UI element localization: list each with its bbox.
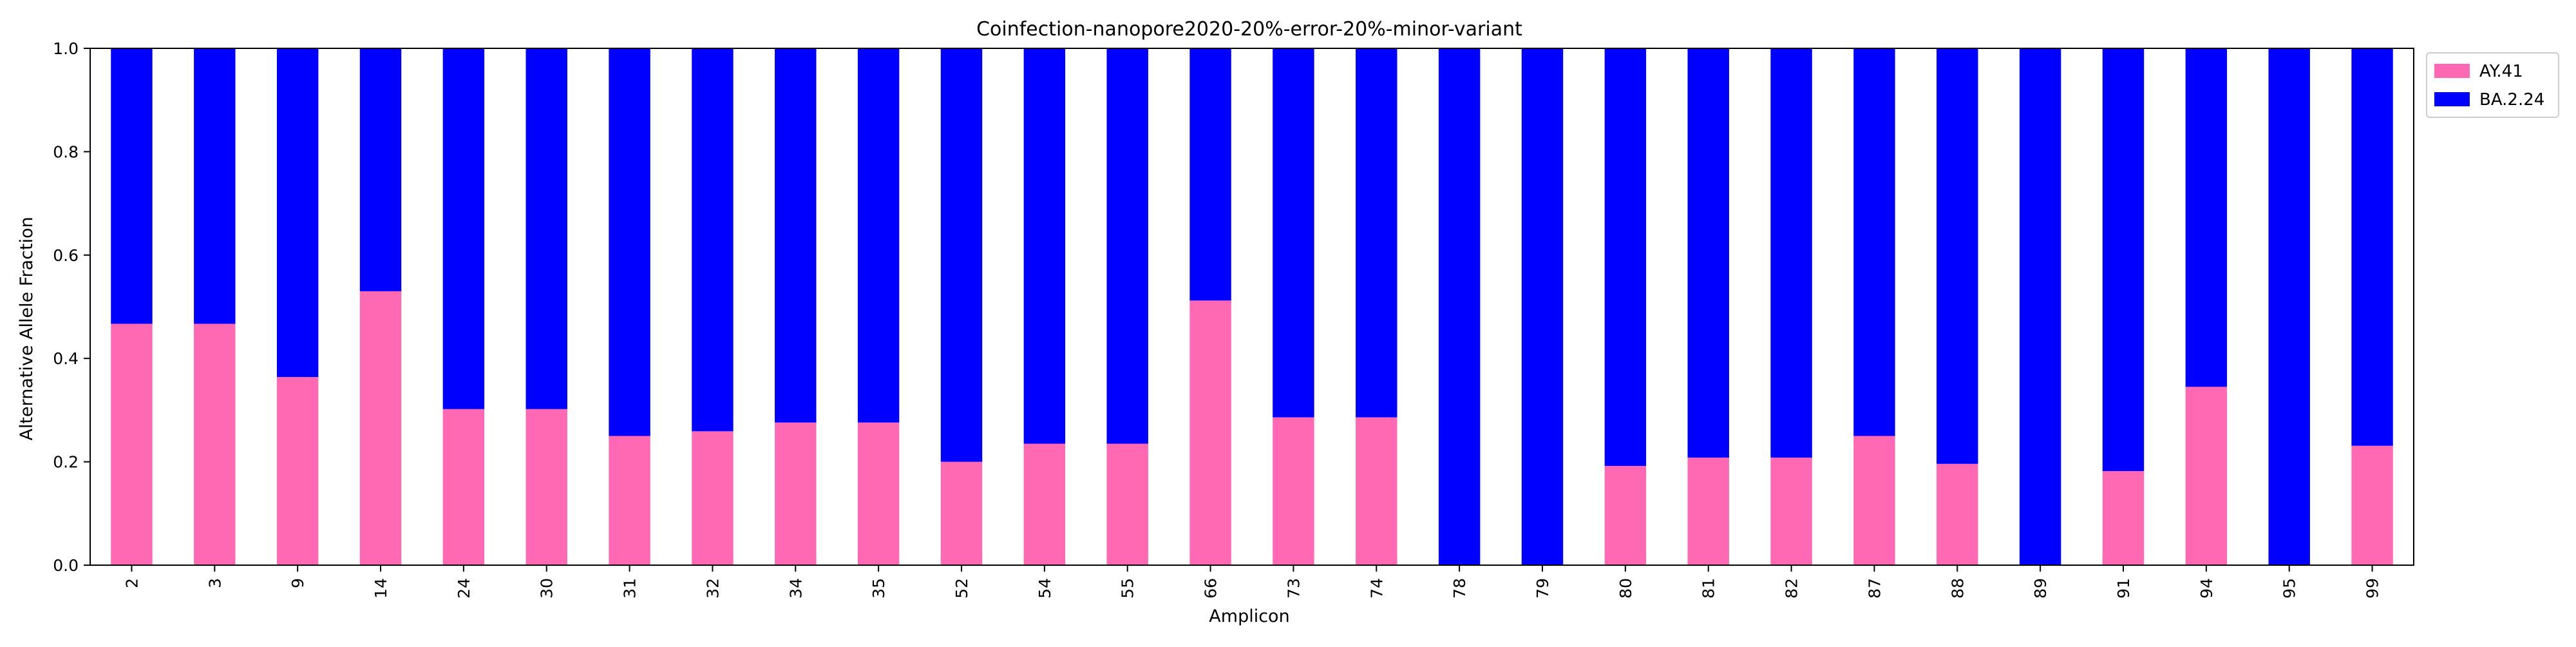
legend: AY.41 BA.2.24	[2426, 52, 2559, 118]
plot-frame	[90, 48, 2414, 566]
x-tick-label-32: 32	[703, 578, 722, 599]
bar-ba224-3	[194, 48, 236, 324]
x-tick-label-9: 9	[289, 578, 307, 588]
x-tick-label-95: 95	[2280, 578, 2299, 599]
bar-ay41-35	[857, 422, 900, 565]
bar-ay41-52	[940, 461, 983, 565]
legend-swatch-ba224	[2434, 92, 2470, 106]
x-tick-label-91: 91	[2114, 578, 2133, 599]
bar-ay41-9	[276, 377, 319, 565]
x-tick-label-66: 66	[1202, 578, 1220, 599]
bar-ba224-82	[1770, 48, 1812, 458]
bar-ba224-66	[1189, 48, 1231, 301]
bar-ba224-81	[1687, 48, 1729, 458]
x-tick-label-73: 73	[1284, 578, 1303, 599]
x-tick-label-80: 80	[1616, 578, 1635, 599]
y-tick-label-2: 0.4	[53, 349, 79, 368]
bar-ay41-34	[775, 422, 817, 565]
x-tick-label-55: 55	[1119, 578, 1137, 599]
bar-ba224-2	[111, 48, 153, 324]
x-tick-label-81: 81	[1700, 578, 1718, 599]
bar-ay41-80	[1604, 466, 1647, 565]
bar-ba224-78	[1438, 48, 1481, 565]
bar-ba224-34	[775, 48, 817, 423]
y-tick-label-1: 0.2	[53, 453, 79, 472]
x-tick-label-34: 34	[786, 578, 805, 599]
x-tick-label-31: 31	[621, 578, 639, 599]
y-tick-label-4: 0.8	[53, 142, 79, 161]
bar-ba224-35	[857, 48, 900, 423]
x-tick-label-94: 94	[2197, 578, 2216, 599]
bar-ay41-24	[442, 409, 485, 565]
bar-ay41-73	[1273, 417, 1314, 565]
axes-layer: 0.0 0.2 0.4 0.6 0.8 1.0 2 3 9 14 24 30 31 32 34 35 52 54 5…	[53, 39, 2414, 599]
bar-ba224-74	[1356, 48, 1397, 418]
y-tick-label-3: 0.6	[53, 246, 79, 265]
bar-ba224-55	[1106, 48, 1148, 444]
bar-ba224-87	[1853, 48, 1895, 436]
bar-ay41-94	[2185, 387, 2228, 565]
x-tick-label-14: 14	[372, 578, 390, 599]
bar-ba224-89	[2019, 48, 2061, 565]
x-tick-label-78: 78	[1450, 578, 1469, 599]
bar-ay41-99	[2351, 445, 2393, 565]
bar-ba224-9	[276, 48, 319, 378]
bar-ay41-31	[609, 436, 650, 565]
x-tick-label-54: 54	[1036, 578, 1054, 599]
bar-ay41-54	[1023, 443, 1066, 565]
bar-ba224-31	[609, 48, 650, 436]
x-tick-label-74: 74	[1367, 578, 1386, 599]
x-tick-label-30: 30	[538, 578, 556, 599]
bar-ay41-55	[1106, 443, 1148, 565]
bar-ay41-30	[526, 409, 567, 565]
y-axis-label: Alternative Allele Fraction	[17, 217, 37, 440]
bar-ba224-80	[1604, 48, 1647, 467]
bars-layer	[111, 48, 2393, 565]
bar-ba224-14	[359, 48, 402, 291]
bar-ba224-54	[1023, 48, 1066, 444]
bar-ba224-95	[2268, 48, 2310, 565]
bar-ay41-74	[1356, 417, 1397, 565]
x-tick-label-35: 35	[869, 578, 888, 599]
x-tick-label-88: 88	[1948, 578, 1967, 599]
x-axis-label: Amplicon	[1209, 606, 1289, 626]
x-tick-label-24: 24	[455, 578, 473, 599]
legend-label-ba224: BA.2.24	[2479, 90, 2544, 110]
bar-ay41-87	[1853, 436, 1895, 565]
bar-ay41-3	[194, 324, 236, 565]
chart-title: Coinfection-nanopore2020-20%-error-20%-m…	[976, 18, 1522, 41]
x-tick-label-87: 87	[1865, 578, 1884, 599]
x-tick-label-3: 3	[205, 578, 224, 588]
bar-ba224-91	[2102, 48, 2145, 472]
bar-ay41-32	[692, 431, 734, 565]
bar-ba224-73	[1273, 48, 1314, 418]
x-tick-label-89: 89	[2031, 578, 2050, 599]
bar-ba224-79	[1521, 48, 1564, 565]
bar-ay41-82	[1770, 458, 1812, 565]
bar-ba224-52	[940, 48, 983, 462]
x-tick-label-52: 52	[952, 578, 971, 599]
bar-ay41-2	[111, 324, 153, 565]
bar-ba224-30	[526, 48, 567, 409]
bar-ba224-24	[442, 48, 485, 409]
bar-ba224-94	[2185, 48, 2228, 387]
bar-ay41-66	[1189, 300, 1231, 565]
bar-ba224-88	[1937, 48, 1978, 464]
x-tick-label-82: 82	[1783, 578, 1801, 599]
x-tick-label-99: 99	[2363, 578, 2382, 599]
legend-swatch-ay41	[2434, 64, 2470, 78]
bar-ba224-32	[692, 48, 734, 432]
bar-ay41-88	[1937, 463, 1978, 565]
bar-ay41-91	[2102, 471, 2145, 565]
bar-ay41-81	[1687, 458, 1729, 565]
bar-ba224-99	[2351, 48, 2393, 446]
x-tick-label-79: 79	[1533, 578, 1552, 599]
x-tick-label-2: 2	[122, 578, 141, 588]
legend-label-ay41: AY.41	[2479, 62, 2523, 81]
y-tick-label-0: 0.0	[53, 556, 79, 575]
y-tick-label-5: 1.0	[53, 39, 79, 58]
bar-ay41-14	[359, 291, 402, 565]
